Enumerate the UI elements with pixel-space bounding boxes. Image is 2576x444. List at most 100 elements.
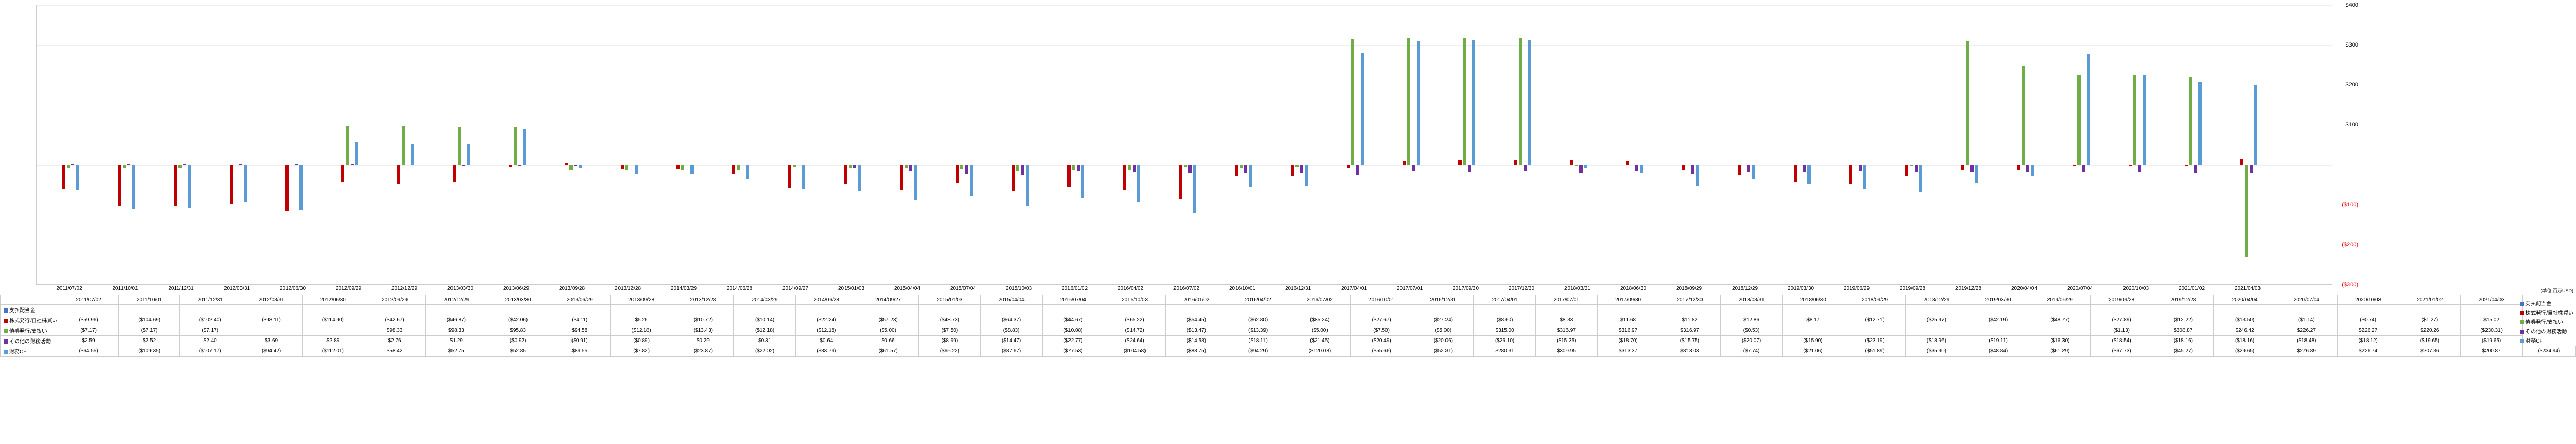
legend-label: その他の財務活動	[2525, 329, 2567, 335]
table-cell: $226.27	[2276, 325, 2337, 336]
table-header-cell: 2019/06/29	[2029, 295, 2090, 305]
bar	[732, 165, 735, 174]
legend-swatch	[4, 329, 8, 333]
table-cell	[1104, 305, 1165, 315]
table-cell: ($62.80)	[1227, 315, 1289, 325]
table-cell: ($15.75)	[1659, 336, 1721, 346]
table-cell: ($7.50)	[1350, 325, 1412, 336]
table-cell: ($22.24)	[795, 315, 857, 325]
bar	[1738, 165, 1741, 175]
table-cell: ($27.24)	[1412, 315, 1474, 325]
table-cell: ($26.10)	[1474, 336, 1535, 346]
bar	[514, 127, 517, 165]
table-cell: ($48.84)	[1967, 346, 2029, 357]
table-cell: ($27.89)	[2090, 315, 2152, 325]
table-cell	[58, 305, 119, 315]
table-cell	[1042, 305, 1104, 315]
table-header-cell: 2011/12/31	[179, 295, 240, 305]
table-cell: $246.42	[2214, 325, 2276, 336]
table-cell: $2.52	[119, 336, 180, 346]
bar-group	[600, 5, 656, 284]
table-header-cell: 2016/07/02	[1289, 295, 1350, 305]
bar	[2185, 165, 2188, 166]
bar-group	[1606, 5, 1662, 284]
bar	[1519, 38, 1522, 165]
table-cell: ($44.67)	[1042, 315, 1104, 325]
bar	[1021, 165, 1024, 175]
bar-group	[1662, 5, 1718, 284]
table-cell: ($112.01)	[302, 346, 364, 357]
table-cell: ($24.64)	[1104, 336, 1165, 346]
bar-group	[1103, 5, 1159, 284]
table-cell: ($7.17)	[179, 325, 240, 336]
table-cell	[2337, 305, 2399, 315]
y-tick-label: $300	[2346, 42, 2358, 48]
table-header-cell: 2014/09/27	[857, 295, 918, 305]
bar	[1026, 165, 1029, 207]
table-cell: ($46.87)	[426, 315, 487, 325]
bar	[788, 165, 791, 188]
table-header-cell: 2019/12/28	[2152, 295, 2214, 305]
table-cell: $15.02	[2461, 315, 2522, 325]
table-cell	[549, 305, 610, 315]
bar-group	[2220, 5, 2276, 284]
table-cell: ($1.27)	[2399, 315, 2461, 325]
bar-group	[1438, 5, 1494, 284]
table-cell: ($51.89)	[1844, 346, 1905, 357]
bar	[2198, 82, 2202, 165]
bar	[1123, 165, 1126, 190]
table-header-cell: 2019/03/30	[1967, 295, 2029, 305]
legend-label: 支払配当金	[2525, 301, 2551, 307]
table-cell: ($55.66)	[1350, 346, 1412, 357]
bar	[1458, 160, 1462, 165]
table-cell: ($8.99)	[919, 336, 981, 346]
bar	[1361, 53, 1364, 165]
table-cell: ($8.60)	[1474, 315, 1535, 325]
table-cell: ($4.11)	[549, 315, 610, 325]
bar	[1803, 165, 1806, 173]
bar	[1468, 165, 1471, 172]
table-cell: $316.97	[1597, 325, 1659, 336]
y-tick-label: $400	[2346, 2, 2358, 8]
table-cell	[1782, 305, 1844, 315]
table-cell: $0.29	[672, 336, 734, 346]
bar	[1016, 165, 1019, 171]
table-header-cell: 2015/04/04	[981, 295, 1042, 305]
table-cell: $89.55	[549, 346, 610, 357]
bar	[1300, 165, 1303, 173]
bar	[523, 129, 526, 165]
table-cell	[1844, 305, 1905, 315]
table-cell: $0.64	[795, 336, 857, 346]
bar	[71, 164, 74, 165]
bar	[1351, 39, 1354, 165]
bar	[965, 165, 968, 174]
bar	[1188, 165, 1192, 174]
x-tick-label: 2012/03/31	[209, 286, 265, 291]
bar	[1235, 165, 1238, 176]
bar	[518, 165, 521, 166]
legend-swatch	[4, 308, 8, 313]
bar	[346, 126, 349, 165]
bar	[793, 165, 796, 167]
table-cell: ($20.06)	[1412, 336, 1474, 346]
table-cell: $316.97	[1535, 325, 1597, 336]
bar	[2250, 165, 2253, 173]
table-cell: ($15.35)	[1535, 336, 1597, 346]
table-cell	[1721, 305, 1782, 315]
bar-group	[1327, 5, 1382, 284]
bar	[1249, 165, 1252, 187]
x-tick-label: 2020/04/04	[1996, 286, 2052, 291]
bar	[2189, 77, 2192, 165]
y-tick-label: ($100)	[2342, 202, 2358, 208]
x-tick-label: 2019/03/30	[1773, 286, 1829, 291]
legend-swatch	[4, 319, 8, 323]
table-cell: ($33.79)	[795, 346, 857, 357]
bar	[681, 165, 684, 170]
x-tick-label: 2015/10/03	[991, 286, 1047, 291]
bar	[746, 165, 749, 179]
y-tick-label: $100	[2346, 122, 2358, 128]
table-header-cell: 2018/09/29	[1844, 295, 1905, 305]
table-cell: ($0.53)	[1721, 325, 1782, 336]
table-cell: $226.74	[2337, 346, 2399, 357]
table-header-cell: 2019/09/28	[2090, 295, 2152, 305]
